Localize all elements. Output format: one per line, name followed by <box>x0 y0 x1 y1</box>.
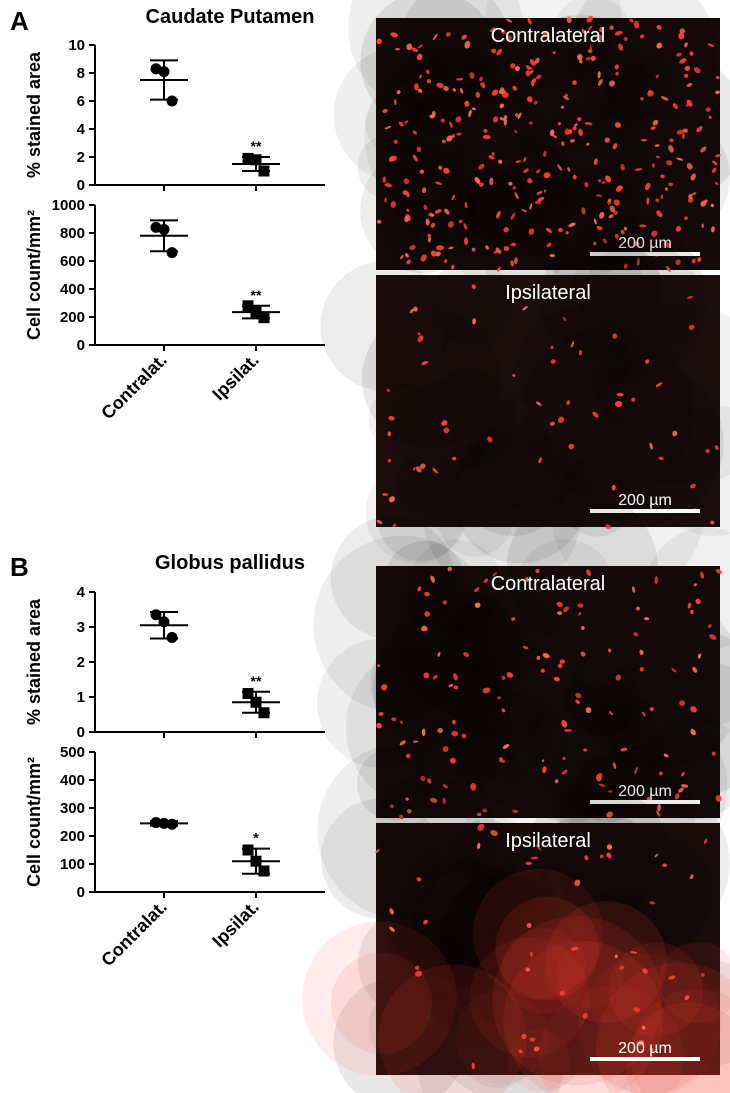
panel-label-b: B <box>10 552 29 583</box>
panel-title-a: Caudate Putamen <box>120 6 340 29</box>
svg-text:1: 1 <box>77 689 85 706</box>
svg-text:% stained area: % stained area <box>24 51 44 178</box>
svg-text:0: 0 <box>77 177 85 194</box>
svg-text:400: 400 <box>60 281 85 298</box>
svg-text:400: 400 <box>60 772 85 789</box>
svg-text:**: ** <box>251 673 262 689</box>
svg-text:600: 600 <box>60 253 85 270</box>
chart-b1: 0 1 2 3 4 % stained area ** <box>0 582 360 747</box>
panel-label-a: A <box>10 6 29 37</box>
svg-text:800: 800 <box>60 225 85 242</box>
micrograph-b-ipsi: Ipsilateral 200 µm <box>376 823 720 1080</box>
svg-text:Contralat.: Contralat. <box>97 350 171 424</box>
micrograph-a-ipsi: Ipsilateral200 µm <box>376 275 720 532</box>
svg-text:Contralateral: Contralateral <box>491 573 606 595</box>
svg-text:Cell count/mm²: Cell count/mm² <box>24 757 44 887</box>
svg-text:0: 0 <box>77 724 85 741</box>
svg-text:Ipsilateral: Ipsilateral <box>505 282 591 304</box>
svg-text:4: 4 <box>77 584 86 601</box>
svg-text:500: 500 <box>60 744 85 761</box>
svg-text:200 µm: 200 µm <box>618 1040 672 1057</box>
svg-text:*: * <box>253 830 259 846</box>
svg-text:0: 0 <box>77 884 85 901</box>
svg-text:Ipsilat.: Ipsilat. <box>208 897 262 951</box>
chart-a2: 0 200 400 600 800 1000 Cell count/mm² Contralat… <box>0 195 360 440</box>
svg-text:3: 3 <box>77 619 85 636</box>
svg-text:Cell count/mm²: Cell count/mm² <box>24 210 44 340</box>
svg-text:2: 2 <box>77 149 85 166</box>
svg-text:Contralateral: Contralateral <box>491 25 606 47</box>
svg-text:**: ** <box>251 287 262 303</box>
svg-text:Ipsilat.: Ipsilat. <box>208 350 262 404</box>
svg-text:100: 100 <box>60 856 85 873</box>
svg-text:200: 200 <box>60 309 85 326</box>
chart-a1: 0 2 4 6 8 10 % stained area ** <box>0 35 360 200</box>
svg-text:300: 300 <box>60 800 85 817</box>
panel-title-b: Globus pallidus <box>120 552 340 575</box>
svg-text:4: 4 <box>77 121 86 138</box>
svg-text:6: 6 <box>77 93 85 110</box>
svg-text:Ipsilateral: Ipsilateral <box>505 830 591 852</box>
svg-text:2: 2 <box>77 654 85 671</box>
svg-text:0: 0 <box>77 337 85 354</box>
chart-b2: 0 100 200 300 400 500 Cell count/mm² Contralat.… <box>0 742 360 987</box>
svg-text:8: 8 <box>77 65 85 82</box>
svg-text:200: 200 <box>60 828 85 845</box>
svg-text:**: ** <box>251 138 262 154</box>
svg-text:1000: 1000 <box>52 197 85 214</box>
svg-text:% stained area: % stained area <box>24 598 44 725</box>
svg-text:Contralat.: Contralat. <box>97 897 171 971</box>
svg-text:10: 10 <box>68 37 85 54</box>
